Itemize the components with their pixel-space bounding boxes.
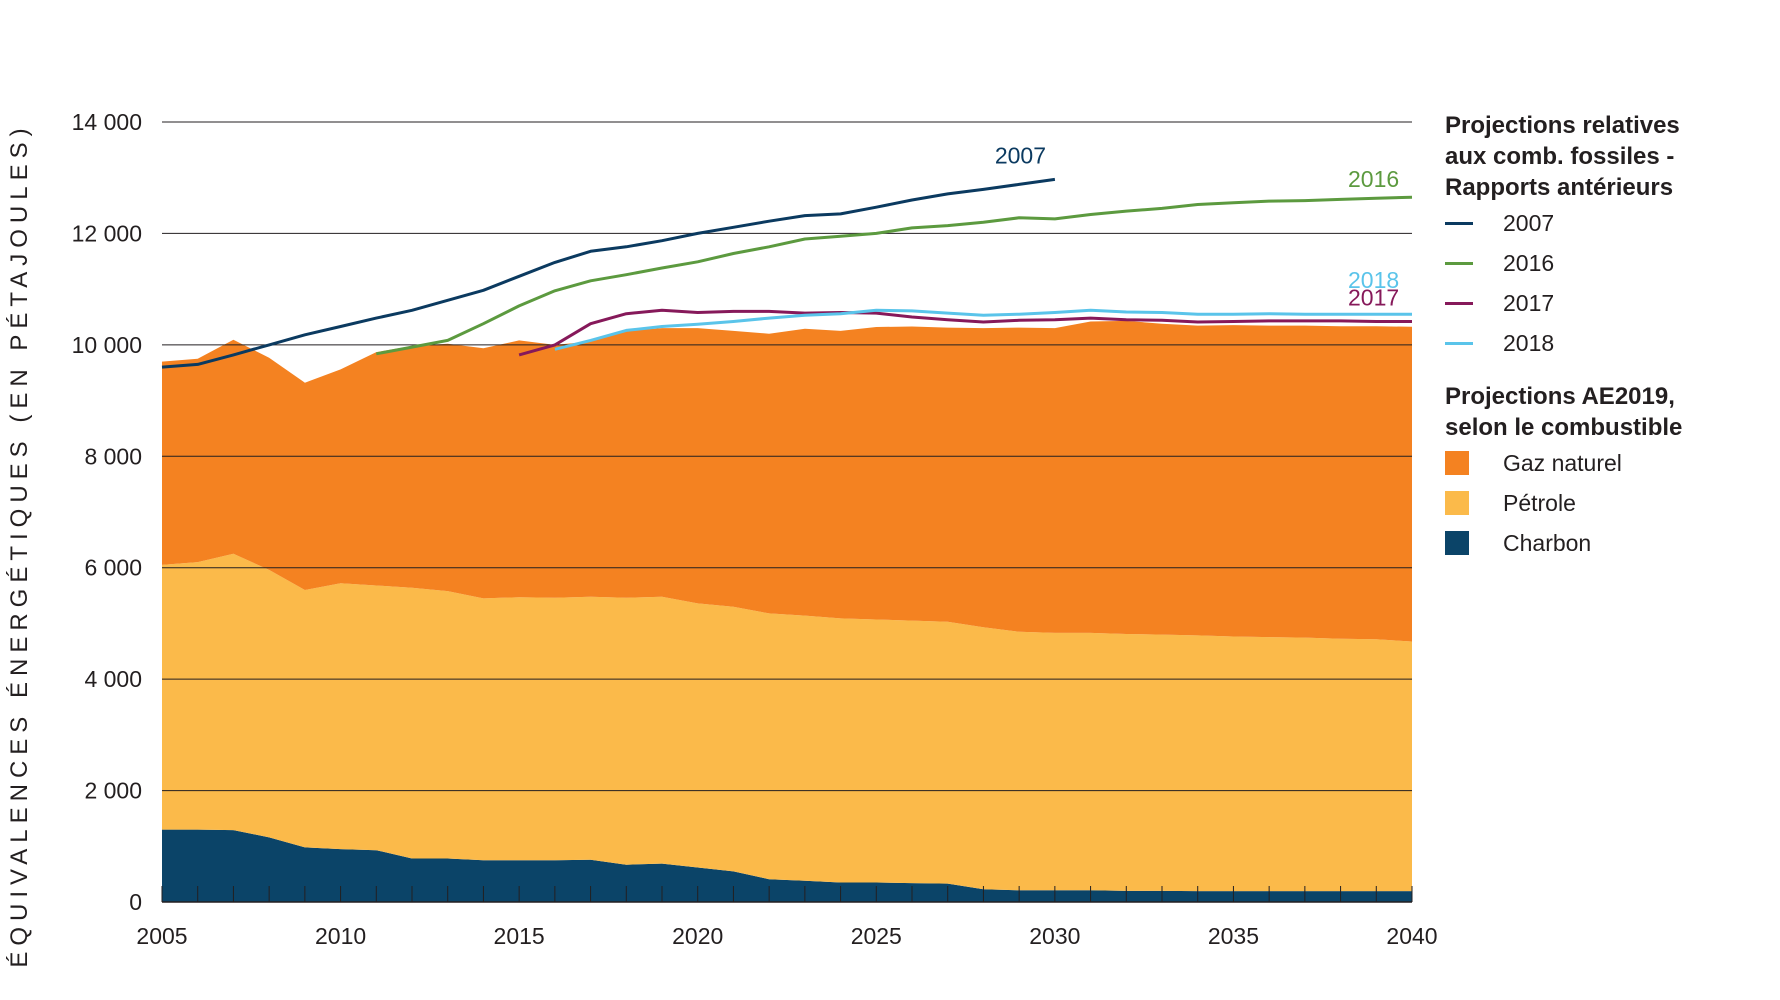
legend-swatch xyxy=(1445,491,1469,515)
y-tick-label: 12 000 xyxy=(72,220,142,246)
legend-swatch xyxy=(1445,451,1469,475)
line-2016 xyxy=(376,195,1413,356)
area-p-trole xyxy=(162,553,1412,892)
line-end-label-2017: 2017 xyxy=(1348,284,1399,310)
legend-swatch xyxy=(1445,341,1473,345)
y-tick-label: 8 000 xyxy=(84,443,142,469)
y-tick-label: 4 000 xyxy=(84,666,142,692)
area-charbon xyxy=(162,829,1412,902)
projection-lines xyxy=(161,177,1413,369)
x-axis-ticks xyxy=(161,886,1413,902)
legend-swatch xyxy=(1445,261,1473,265)
legend-swatch xyxy=(1445,301,1473,305)
x-tick-label: 2030 xyxy=(1029,923,1080,949)
x-tick-label: 2020 xyxy=(672,923,723,949)
legend-item-2017: 2017 xyxy=(1445,283,1775,323)
line-2018 xyxy=(554,308,1412,351)
x-tick-label: 2035 xyxy=(1208,923,1259,949)
legend-swatch xyxy=(1445,221,1473,225)
x-tick-label: 2015 xyxy=(494,923,545,949)
legend-item-2007: 2007 xyxy=(1445,203,1775,243)
legend-item-petrole: Pétrole xyxy=(1445,483,1775,523)
y-tick-label: 2 000 xyxy=(84,778,142,804)
y-tick-label: 0 xyxy=(129,889,142,915)
legend-lines-title: Projections relatives aux comb. fossiles… xyxy=(1445,112,1680,201)
y-tick-label: 14 000 xyxy=(72,109,142,135)
y-axis-label: ÉQUIVALENCES ÉNERGÉTIQUES (EN PÉTAJOULES… xyxy=(6,122,33,967)
x-tick-label: 2025 xyxy=(851,923,902,949)
line-2007 xyxy=(161,177,1056,369)
x-tick-label: 2005 xyxy=(136,923,187,949)
legend: Projections relatives aux comb. fossiles… xyxy=(1445,110,1775,563)
line-end-label-2007: 2007 xyxy=(995,142,1046,168)
legend-swatch xyxy=(1445,531,1469,555)
y-tick-label: 6 000 xyxy=(84,555,142,581)
y-tick-label: 10 000 xyxy=(72,332,142,358)
legend-item-gaz-naturel: Gaz naturel xyxy=(1445,443,1775,483)
x-tick-label: 2010 xyxy=(315,923,366,949)
legend-item-2018: 2018 xyxy=(1445,323,1775,363)
line-end-label-2016: 2016 xyxy=(1348,166,1399,192)
x-tick-label: 2040 xyxy=(1386,923,1437,949)
legend-item-charbon: Charbon xyxy=(1445,523,1775,563)
area-gaz-naturel xyxy=(162,320,1412,642)
line-2017 xyxy=(518,308,1412,357)
stacked-areas xyxy=(162,320,1412,902)
legend-item-2016: 2016 xyxy=(1445,243,1775,283)
line-end-label-2018: 2018 xyxy=(1348,267,1399,293)
gridlines xyxy=(162,121,1412,903)
legend-areas-title: Projections AE2019, selon le combustible xyxy=(1445,383,1683,441)
